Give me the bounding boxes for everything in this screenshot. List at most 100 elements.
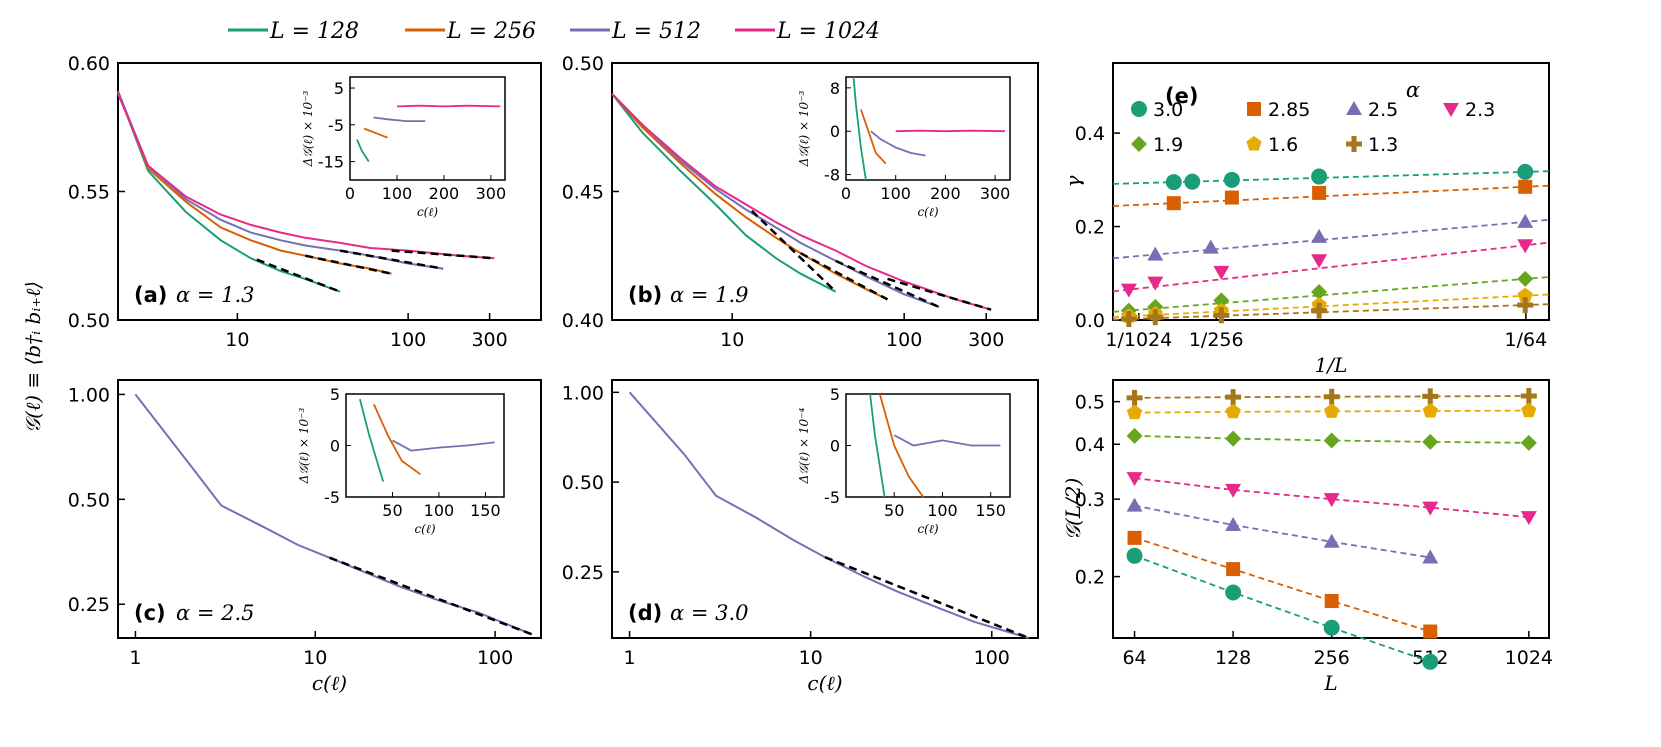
- inset-y-tick-label: 5: [830, 385, 840, 404]
- fit-line-a1.3: [1134, 395, 1529, 399]
- series-line-L256: [611, 93, 888, 301]
- marker-a1.6: [1521, 402, 1537, 418]
- inset-x-tick-label: 150: [470, 501, 501, 520]
- inset-frame: [349, 76, 506, 181]
- marker-a3.0: [1223, 171, 1240, 188]
- panel-a: 10 100 300 0.50 0.55 0.60 (a) α = 1.3 0 100 200 300…: [68, 53, 542, 351]
- inset-x-tick-label: 50: [382, 501, 402, 520]
- x-tick-label: 100: [974, 647, 1010, 669]
- marker-a2.5: [1311, 228, 1328, 243]
- marker-a2.85: [1324, 594, 1339, 609]
- inset-x-label: c(ℓ): [417, 205, 438, 219]
- x-tick-label: 10: [225, 329, 249, 351]
- inset-series-L128: [869, 393, 886, 498]
- legend-label-a2.3: 2.3: [1465, 99, 1495, 121]
- marker-a2.85: [1226, 562, 1241, 577]
- x-tick-label: 100: [886, 329, 922, 351]
- inset-series-L1024: [396, 104, 501, 108]
- inset-x-tick-label: 150: [975, 501, 1006, 520]
- inset-x-tick-label: 0: [345, 184, 355, 203]
- marker-a1.9: [1422, 433, 1439, 450]
- marker-a1.3-v: [1132, 389, 1138, 406]
- panel-f: 6412825651210240.20.30.40.5L𝒢(L/2): [1061, 379, 1553, 695]
- x-tick-label: 1024: [1505, 647, 1553, 669]
- y-tick-label: 0.3: [1075, 489, 1105, 511]
- marker-a2.5: [1126, 497, 1143, 512]
- legend-label-L512: L = 512: [611, 19, 701, 44]
- marker-a1.3-v: [1526, 387, 1532, 404]
- legend-marker-a1.6: [1246, 136, 1262, 151]
- series-line-L1024: [117, 93, 495, 260]
- x-axis-label: 1/L: [1315, 353, 1348, 377]
- x-tick-label: 10: [720, 329, 744, 351]
- x-tick-label: 1/64: [1505, 329, 1548, 351]
- fit-line-a2.3: [1134, 477, 1529, 519]
- x-tick-label: 1: [129, 647, 141, 669]
- series-line-L512: [611, 93, 940, 309]
- marker-a1.9: [1323, 432, 1340, 449]
- marker-a2.5: [1202, 239, 1219, 254]
- y-tick-label: 0.45: [562, 182, 604, 204]
- y-tick-label: 1.00: [562, 382, 604, 404]
- fit-line-a2.85: [1112, 184, 1550, 207]
- marker-a3.0: [1422, 653, 1439, 670]
- marker-a2.5: [1517, 213, 1534, 228]
- panel-tag: (c): [134, 601, 166, 625]
- y-tick-label: 0.50: [562, 472, 604, 494]
- fit-line: [256, 258, 341, 293]
- x-tick-label: 300: [471, 329, 507, 351]
- marker-a2.3: [1520, 511, 1537, 526]
- inset-x-label: c(ℓ): [414, 522, 435, 536]
- marker-a1.3-v: [1427, 388, 1433, 405]
- inset-series-L256: [373, 403, 421, 476]
- marker-a2.3: [1147, 276, 1164, 291]
- y-tick-label: 0.0: [1075, 310, 1105, 332]
- x-axis-label: L: [1323, 671, 1337, 695]
- x-tick-label: 128: [1215, 647, 1251, 669]
- inset-x-tick-label: 100: [927, 501, 958, 520]
- fit-line: [750, 209, 837, 293]
- inset-series-L512: [392, 439, 495, 452]
- plot-frame: [1112, 62, 1550, 321]
- marker-a3.0: [1323, 619, 1340, 636]
- legend-title: α: [1406, 78, 1420, 102]
- marker-a2.3: [1517, 239, 1534, 254]
- inset-x-tick-label: 50: [884, 501, 904, 520]
- marker-a1.6: [1126, 404, 1143, 420]
- x-tick-label: 1/256: [1189, 329, 1244, 351]
- marker-a1.3-v: [1316, 302, 1322, 319]
- marker-a2.5: [1147, 246, 1164, 261]
- inset-series-L1024: [895, 129, 1006, 133]
- marker-a2.85: [1127, 530, 1142, 545]
- inset-series-L128: [356, 139, 370, 163]
- inset-y-label: Δ𝒢(ℓ) × 10⁻⁴: [797, 407, 811, 484]
- panel-e: 1/1024 1/256 1/64 0.0 0.2 0.4 (e) α 3.0 2.85 2.5 2.…: [1061, 62, 1550, 377]
- y-tick-label: 0.40: [562, 310, 604, 332]
- legend-label-a2.5: 2.5: [1368, 99, 1398, 121]
- marker-a1.6: [1422, 403, 1438, 418]
- fit-line-a1.9: [1112, 276, 1550, 313]
- marker-a1.3-v: [1218, 307, 1224, 324]
- panel-title: α = 2.5: [176, 601, 255, 625]
- x-tick-label: 300: [968, 329, 1004, 351]
- fit-line-a2.5: [1134, 504, 1431, 559]
- x-axis-label: c(ℓ): [807, 671, 842, 695]
- marker-a1.6: [1517, 287, 1533, 303]
- x-tick-label: 64: [1122, 647, 1146, 669]
- marker-a3.0: [1225, 584, 1242, 601]
- legend-label-a1.3: 1.3: [1368, 134, 1398, 156]
- legend-marker-a1.3-v: [1351, 136, 1357, 152]
- fit-line-a2.85: [1134, 536, 1431, 633]
- series-line-L1024: [611, 93, 992, 311]
- marker-a3.0: [1517, 163, 1534, 180]
- inset-series-L128: [852, 76, 867, 181]
- y-tick-label: 0.50: [68, 489, 110, 511]
- inset-y-tick-label: -5: [328, 116, 344, 135]
- marker-a2.3: [1120, 283, 1137, 298]
- inset-series-L512: [870, 130, 926, 157]
